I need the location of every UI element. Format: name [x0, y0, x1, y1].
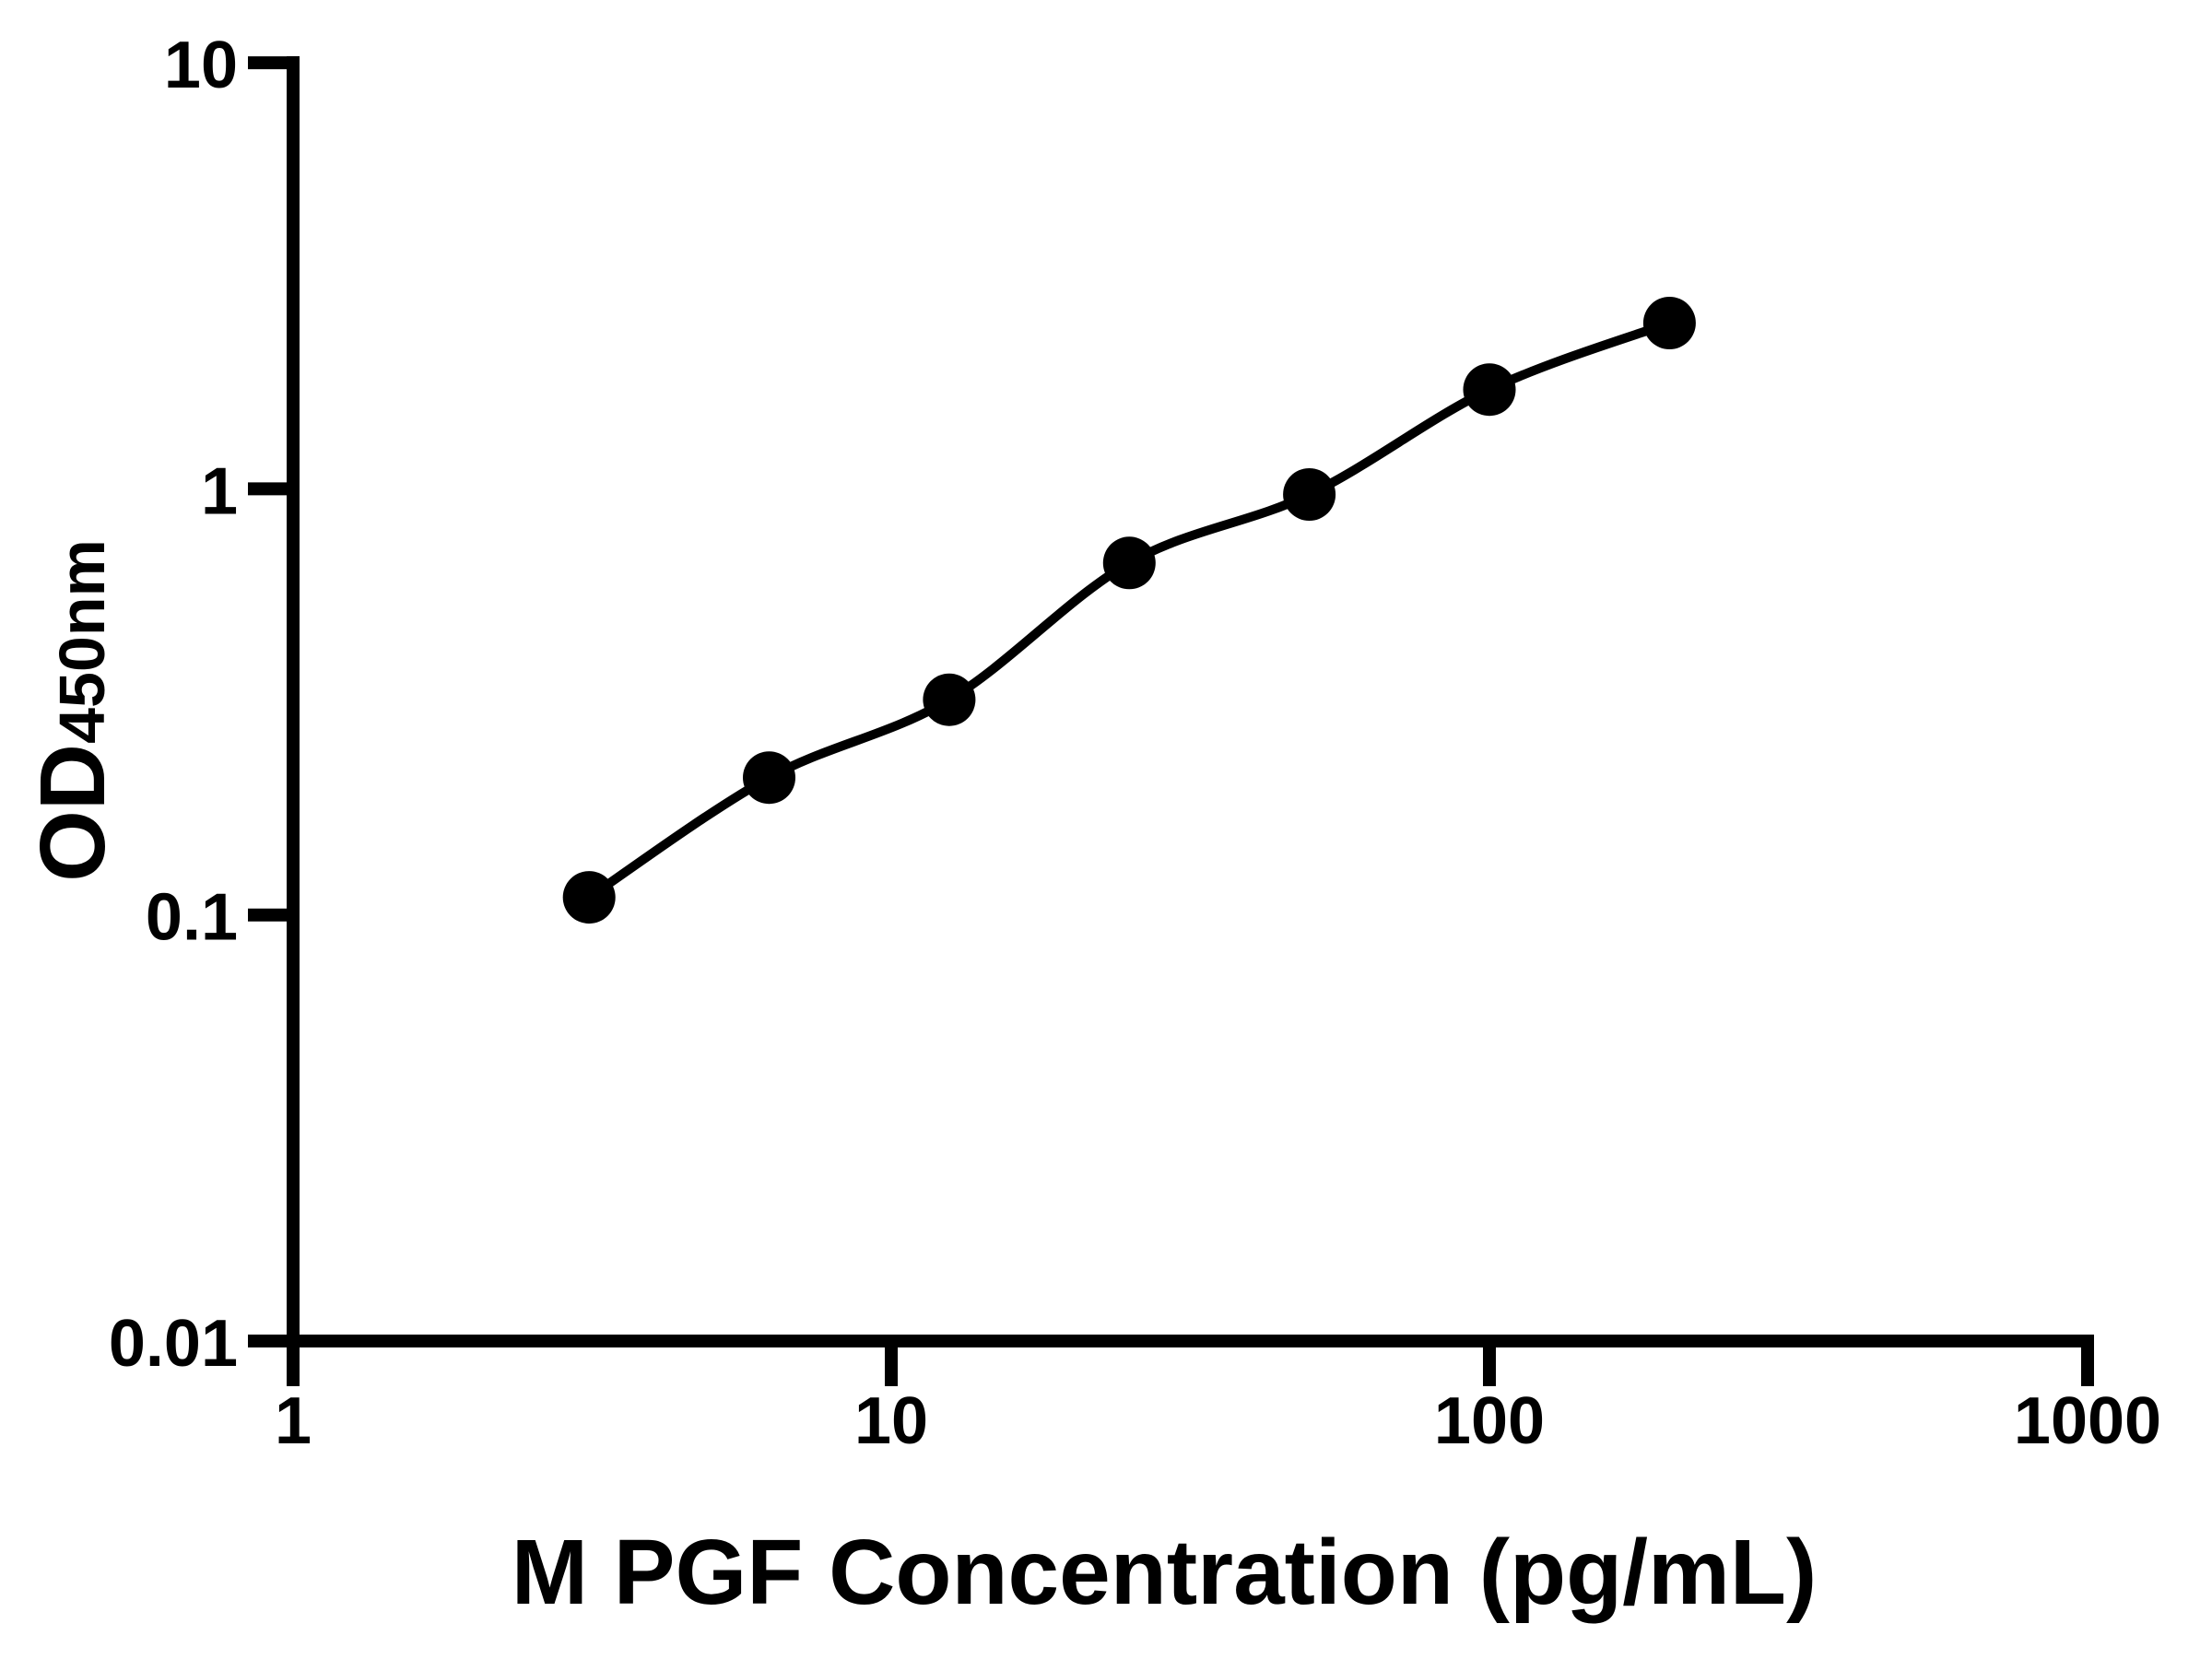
data-point — [562, 871, 616, 924]
y-tick-label: 1 — [201, 454, 238, 528]
data-point — [743, 751, 795, 805]
x-tick-label: 100 — [1434, 1384, 1545, 1458]
y-tick-label: 0.01 — [109, 1307, 238, 1381]
x-tick-label: 1000 — [2014, 1384, 2161, 1458]
x-axis-tick-labels: 1 10 100 1000 — [275, 1384, 2161, 1458]
y-axis-title-main: OD — [21, 744, 124, 882]
x-axis-ticks — [287, 1341, 2094, 1386]
y-axis-title-sub: 450nm — [46, 539, 118, 744]
standard-curve-line — [586, 318, 1672, 901]
y-tick-label: 0.1 — [146, 881, 238, 955]
y-tick-label: 10 — [164, 29, 238, 102]
data-point — [1283, 468, 1336, 521]
y-axis-title: OD450nm — [21, 539, 124, 882]
data-points — [562, 297, 1696, 924]
x-tick-label: 1 — [275, 1384, 312, 1458]
data-point — [1642, 297, 1696, 349]
data-point — [1463, 363, 1516, 417]
x-tick-label: 10 — [854, 1384, 928, 1458]
x-axis-title: M PGF Concentration (pg/mL) — [512, 1521, 1818, 1624]
y-axis-tick-labels: 0.01 0.1 1 10 — [109, 29, 238, 1381]
data-point — [923, 673, 976, 726]
data-point — [1102, 536, 1156, 590]
y-axis-ticks — [248, 56, 293, 1347]
